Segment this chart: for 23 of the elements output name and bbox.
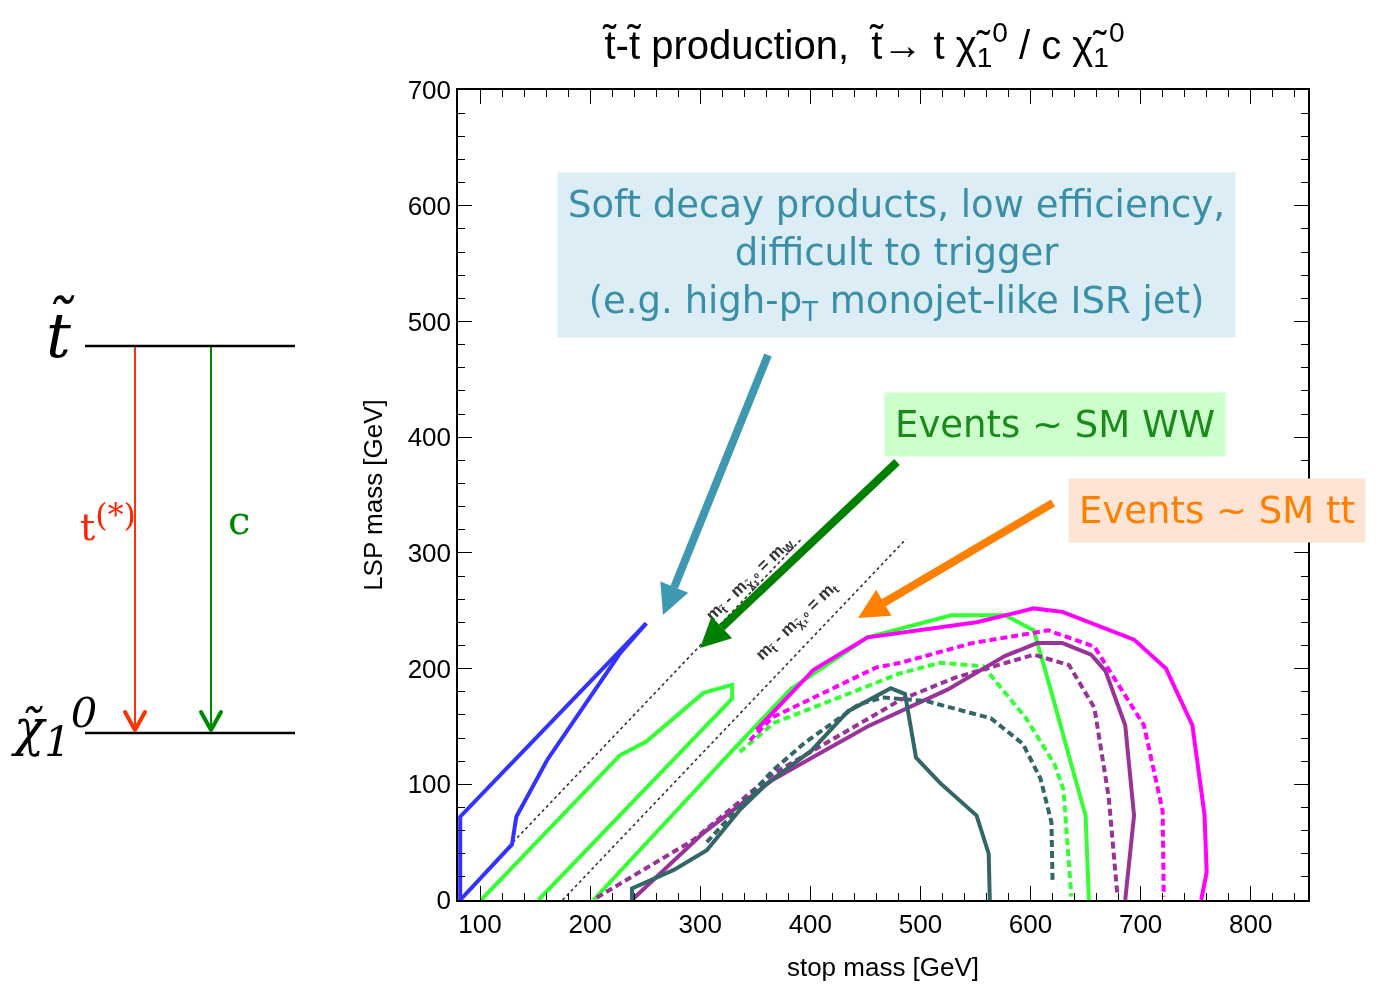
y-tick-label: 600 (407, 190, 452, 221)
x-tick-label: 400 (788, 908, 833, 939)
y-tick-label: 300 (407, 537, 452, 568)
x-axis-title: stop mass [GeV] (786, 952, 980, 983)
x-tick-label: 200 (568, 908, 612, 939)
y-tick-label: 700 (407, 75, 452, 106)
x-tick-label: 600 (1008, 908, 1053, 939)
x-tick-label: 700 (1118, 908, 1163, 939)
x-tick-label: 300 (678, 908, 722, 939)
annotation: Events ~ SM tt (1079, 489, 1355, 532)
y-axis-title: LSP mass [GeV] (357, 399, 388, 591)
y-tick-label: 500 (407, 306, 452, 337)
text: c (228, 497, 251, 543)
y-tick-label: 400 (407, 422, 452, 453)
text: t$^{(*)}$ (80, 497, 136, 549)
annotation: Events ~ SM WW (895, 403, 1216, 446)
annotation: Soft decay products, low efficiency, difficult to trigger (e.g. high-p$_{T}$ monojet-like ISR jet) (568, 183, 1226, 327)
y-tick-label: 100 (407, 769, 452, 800)
x-tick-label: 100 (458, 908, 502, 939)
y-tick-label: 0 (436, 885, 452, 916)
x-tick-label: 500 (898, 908, 943, 939)
y-tick-label: 200 (407, 653, 452, 684)
x-tick-label: 800 (1229, 908, 1273, 939)
